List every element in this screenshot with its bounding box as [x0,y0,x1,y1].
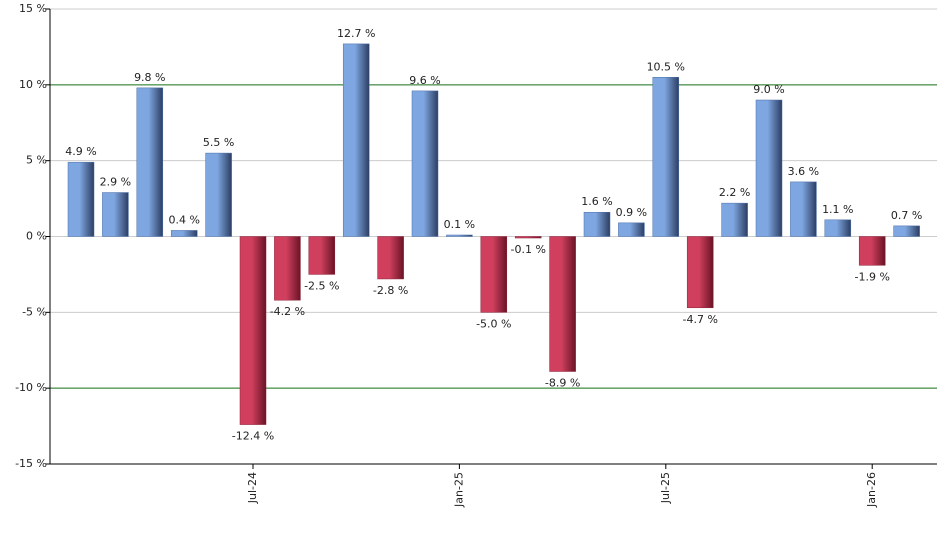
x-tick-label: Jan-26 [865,472,878,508]
value-label: -4.7 % [682,313,717,326]
bar [824,219,852,237]
bar [790,181,817,237]
bar [480,236,508,313]
bar [549,236,576,372]
y-tick-label: 0 % [26,230,47,243]
value-label: -8.9 % [545,376,580,389]
bar [755,99,783,237]
value-label: 0.9 % [616,206,647,219]
y-tick-label: 15 % [19,2,47,15]
bar [170,230,198,237]
value-label: 9.0 % [753,83,784,96]
x-tick-label: Jan-25 [452,472,465,508]
y-tick-label: -10 % [15,381,47,394]
y-tick-label: -5 % [22,305,47,318]
bar [446,234,473,237]
bar [721,202,748,237]
value-label: -12.4 % [232,430,274,443]
value-label: 0.4 % [168,213,199,226]
bar [377,236,404,280]
bar [858,236,886,266]
value-label: -4.2 % [270,305,305,318]
value-label: 4.9 % [65,145,96,158]
x-tick-label: Jul-25 [659,472,672,504]
value-label: 1.6 % [581,195,612,208]
bar [274,236,301,301]
value-label: -2.8 % [373,284,408,297]
bar [411,90,439,237]
bar [102,192,129,237]
value-label: 2.2 % [719,186,750,199]
value-label: -2.5 % [304,279,339,292]
y-tick-label: 10 % [19,78,47,91]
bar [308,236,336,275]
y-tick-label: -15 % [15,457,47,470]
value-label: -0.1 % [510,243,545,256]
bar [239,236,267,425]
value-label: 10.5 % [647,60,685,73]
value-label: 2.9 % [100,176,131,189]
value-label: -5.0 % [476,317,511,330]
value-label: 0.7 % [891,209,922,222]
bar [686,236,714,309]
value-label: 9.6 % [409,74,440,87]
bar [342,43,370,237]
value-label: 12.7 % [337,27,375,40]
value-label: -1.9 % [854,270,889,283]
bar [618,222,645,237]
bar [652,77,680,237]
bar [893,225,920,237]
bar [205,152,232,237]
x-tick-label: Jul-24 [246,472,259,504]
value-label: 9.8 % [134,71,165,84]
value-label: 0.1 % [444,218,475,231]
bar [514,236,542,239]
value-label: 1.1 % [822,203,853,216]
bar [67,161,95,237]
y-tick-label: 5 % [26,154,47,167]
value-label: 3.6 % [788,165,819,178]
bar [583,211,611,237]
value-label: 5.5 % [203,136,234,149]
bar [136,87,164,237]
